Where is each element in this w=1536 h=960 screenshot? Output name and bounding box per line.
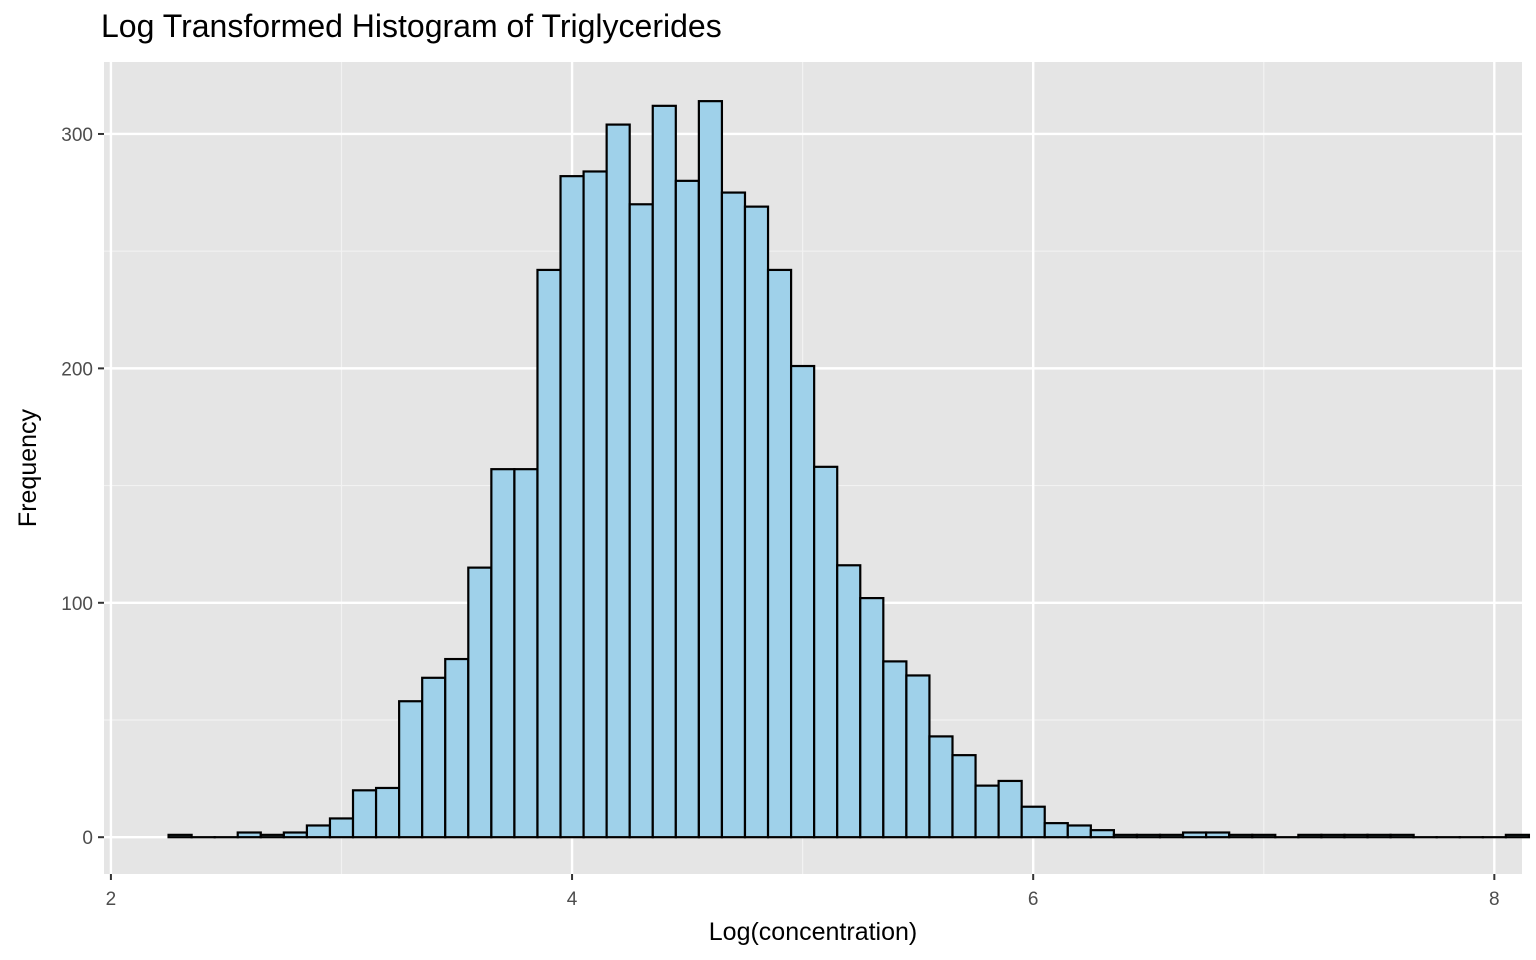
y-tick-label: 300	[61, 125, 93, 146]
histogram-bar	[628, 203, 654, 839]
histogram-bar	[743, 205, 770, 839]
x-tick-label: 8	[1489, 889, 1500, 910]
histogram-bar	[997, 779, 1023, 839]
histogram-bar	[259, 833, 285, 839]
chart-title: Log Transformed Histogram of Triglycerid…	[101, 8, 722, 44]
histogram-bar	[720, 191, 747, 839]
histogram-bar	[766, 268, 793, 839]
minor-gridlines	[104, 62, 1522, 874]
histogram-bar	[398, 700, 424, 839]
y-axis-title: Frequency	[14, 408, 42, 527]
histogram-bar	[1158, 833, 1185, 839]
histogram-bar	[490, 468, 516, 839]
histogram-bar	[282, 831, 309, 839]
histogram-bar	[859, 596, 885, 839]
histogram-bar	[1228, 833, 1254, 839]
histogram-bar	[305, 824, 332, 839]
histogram-bar	[167, 833, 193, 839]
histogram-bar	[1320, 833, 1346, 839]
x-tick-label: 2	[106, 889, 117, 910]
histogram-bar	[1020, 805, 1046, 839]
histogram-bar	[236, 831, 262, 839]
x-tick-label: 4	[567, 889, 578, 910]
histogram-bar	[813, 465, 839, 839]
axis-tick-labels: 2 4 6 8 0 100 200 300	[61, 125, 1499, 910]
histogram-bar	[836, 564, 862, 839]
histogram-bar	[1504, 833, 1531, 839]
histogram-bar	[651, 104, 677, 839]
histogram-bar	[444, 657, 470, 839]
histogram-bar	[1181, 831, 1208, 839]
histogram-bar	[421, 676, 447, 839]
histogram-bar	[1066, 824, 1092, 839]
axis-ticks	[98, 132, 1496, 880]
histogram-bar	[1366, 833, 1392, 839]
histogram-bar	[374, 786, 401, 839]
histogram-bar	[1205, 831, 1231, 839]
histogram-bar	[351, 789, 378, 839]
histogram-bar	[905, 674, 931, 839]
histogram-bar	[467, 566, 493, 839]
histogram-bar	[513, 468, 539, 839]
y-tick-label: 100	[61, 594, 93, 615]
histogram-bar	[1112, 833, 1139, 839]
y-tick-label: 200	[61, 359, 93, 380]
histogram-bar	[951, 754, 977, 839]
histogram-bar	[328, 817, 355, 839]
histogram-bar	[697, 100, 724, 839]
histogram-bar	[1089, 829, 1115, 839]
histogram-bar	[559, 175, 585, 839]
histogram-bar	[1135, 833, 1162, 839]
histogram-bar	[605, 123, 631, 839]
histogram-bar	[1251, 833, 1277, 839]
histogram-bar	[582, 170, 608, 839]
histogram-bar	[789, 364, 816, 839]
histogram-bar	[928, 735, 954, 839]
histogram-bar	[1389, 833, 1415, 839]
histogram-bar	[1043, 822, 1069, 839]
x-tick-label: 6	[1028, 889, 1039, 910]
histogram-bar	[974, 784, 1000, 839]
x-axis-title: Log(concentration)	[709, 918, 917, 946]
histogram-bars	[167, 100, 1531, 839]
histogram-bar	[1297, 833, 1323, 839]
histogram-bar	[674, 179, 700, 839]
y-tick-label: 0	[82, 828, 93, 849]
histogram-bar	[536, 268, 562, 839]
histogram-bar	[882, 660, 908, 839]
histogram-bar	[1343, 833, 1369, 839]
